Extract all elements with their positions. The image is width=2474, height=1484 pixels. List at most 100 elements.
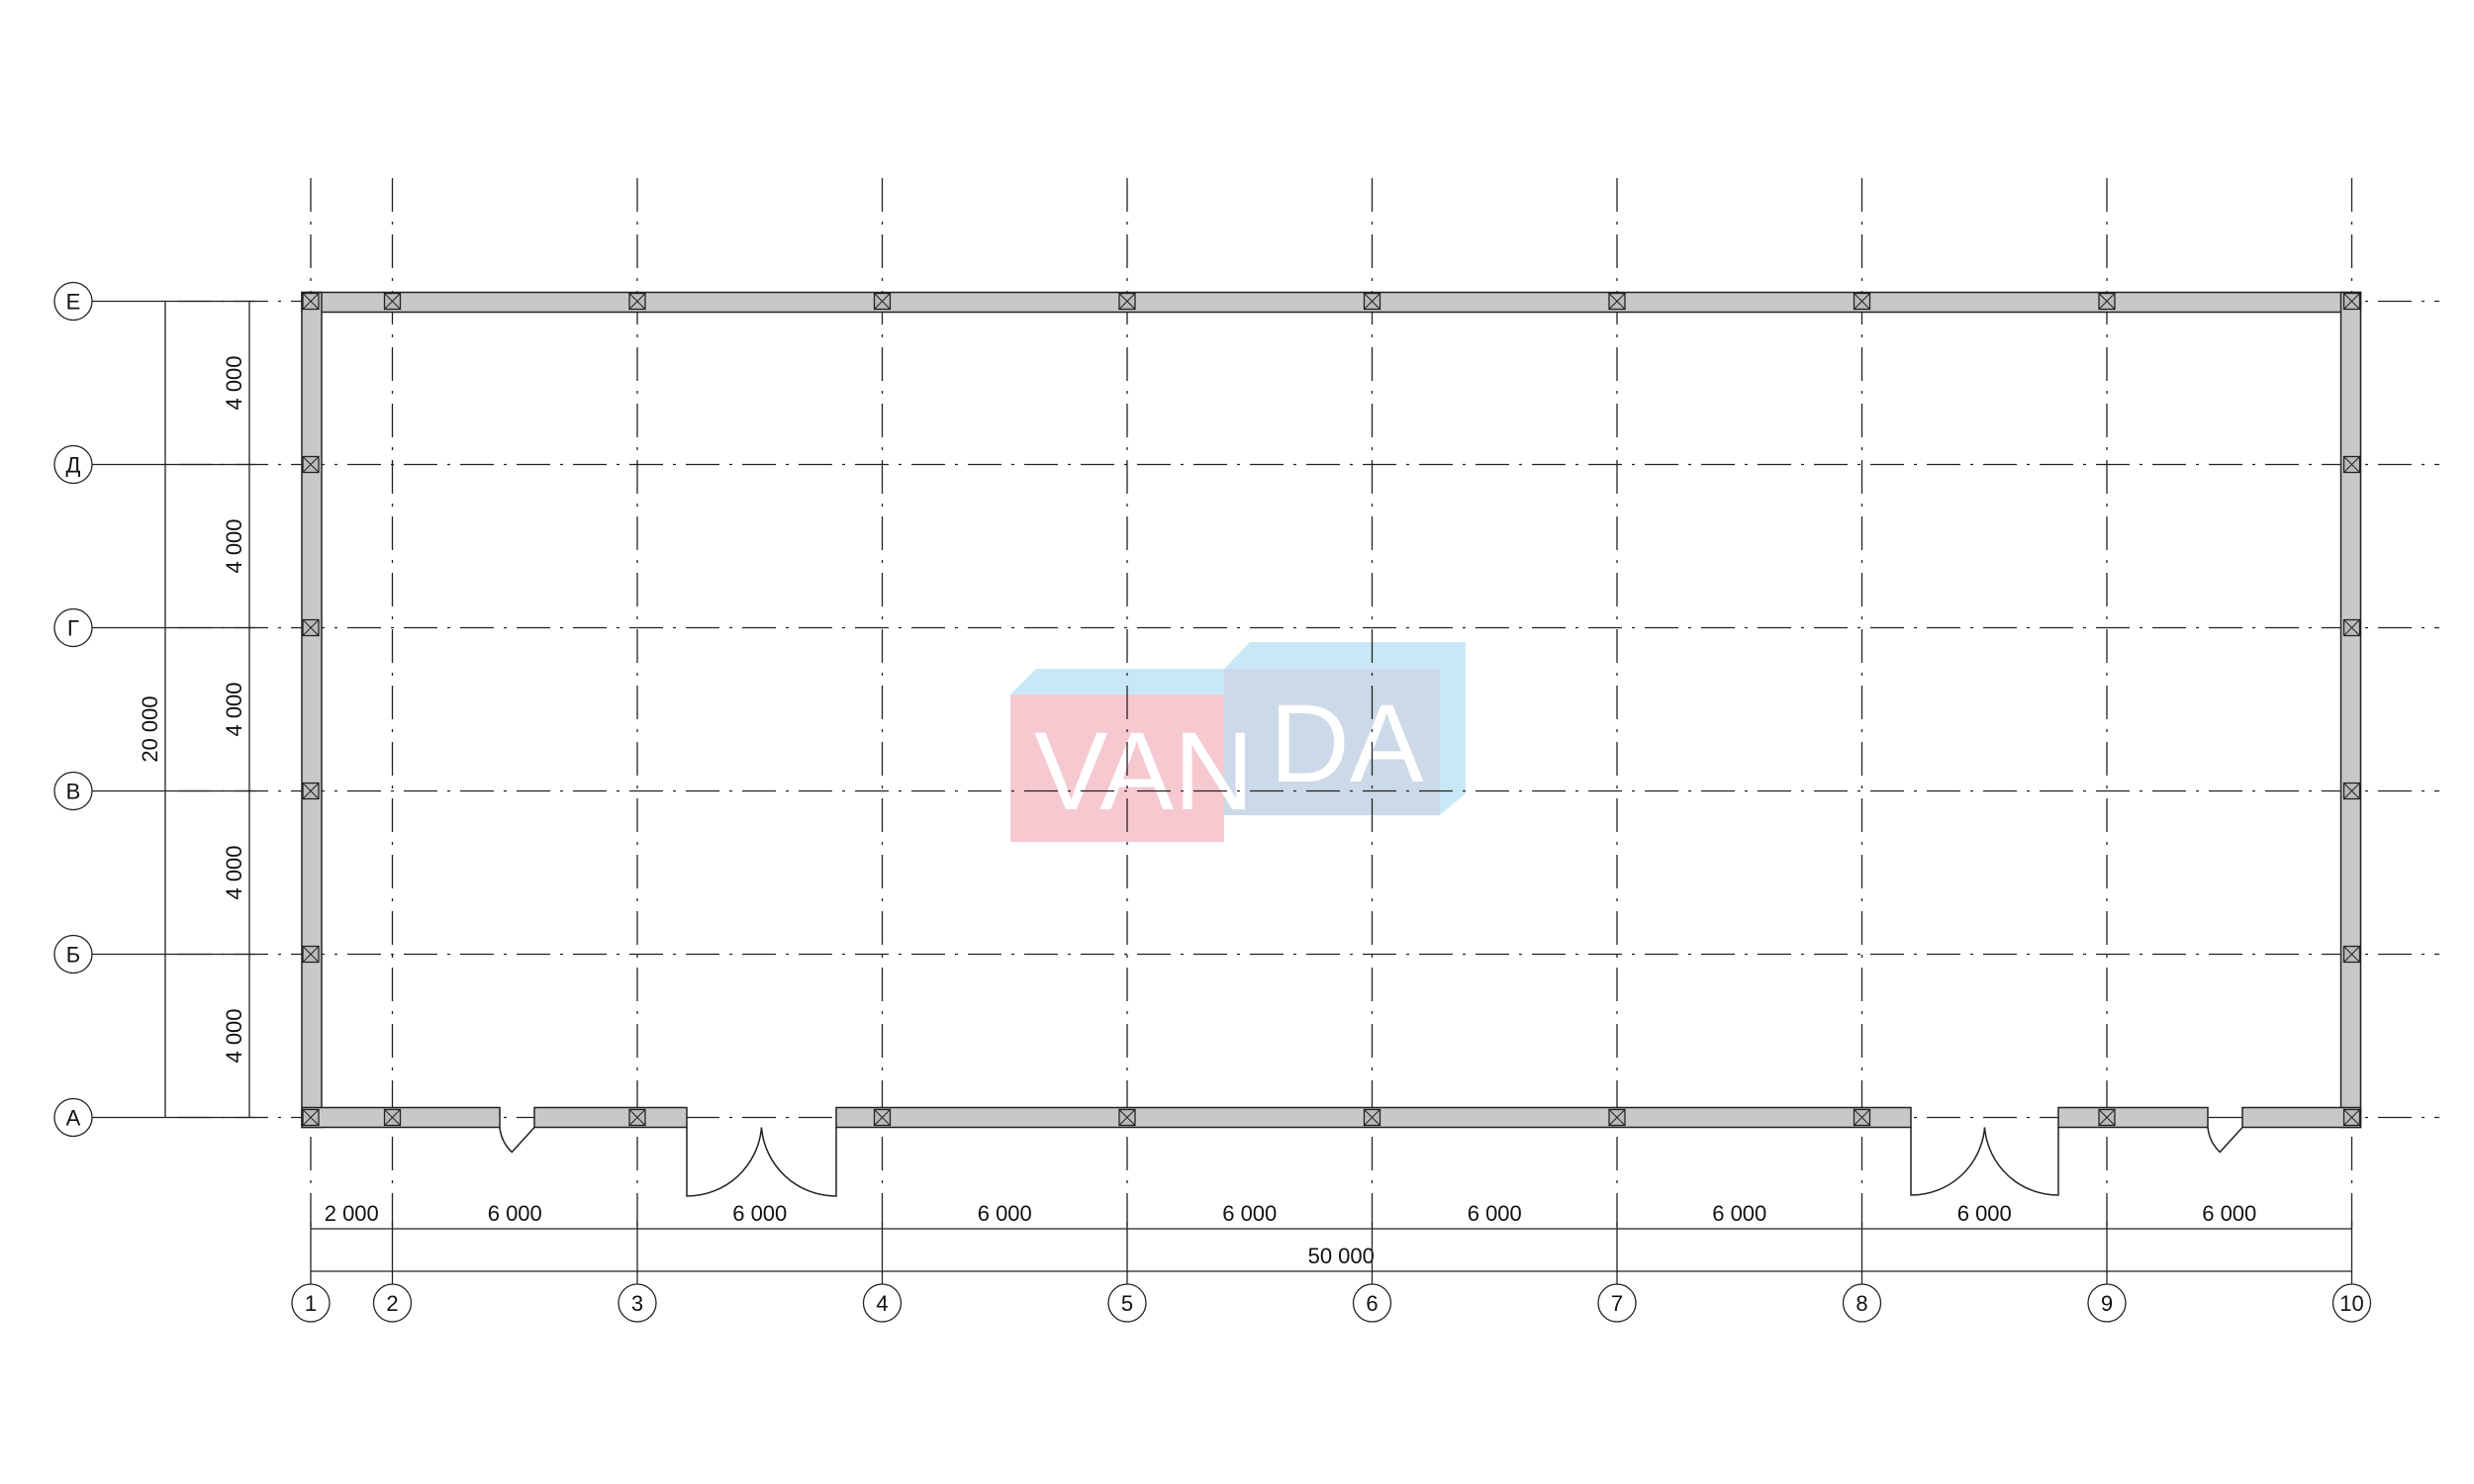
- column-cross: [2343, 783, 2360, 799]
- column-cross: [2098, 293, 2116, 310]
- column-axis-bubble: [2087, 1283, 2127, 1323]
- column-cross: [628, 293, 646, 310]
- column-axis-label: 9: [2101, 1291, 2113, 1316]
- column-spacing-label: 2 000: [325, 1201, 379, 1226]
- column-axis-label: 7: [1611, 1291, 1623, 1316]
- column-spacing-label: 6 000: [1468, 1201, 1522, 1226]
- row-spacing-label: 4 000: [222, 1008, 246, 1063]
- column-cross: [628, 1109, 646, 1126]
- row-axis-bubble: [53, 934, 93, 974]
- column-marker: [2342, 618, 2361, 637]
- logo-text-left: VAN: [1034, 709, 1254, 833]
- row-spacing-label: 4 000: [222, 355, 246, 410]
- column-marker: [302, 618, 320, 637]
- column-axis-bubble: [1352, 1283, 1392, 1323]
- row-axis-label: В: [66, 780, 81, 804]
- column-axis-label: 5: [1121, 1291, 1133, 1316]
- column-marker: [2342, 1108, 2361, 1127]
- column-axis-bubble: [291, 1283, 331, 1323]
- column-cross: [874, 293, 891, 310]
- column-axis-label: 10: [2339, 1291, 2363, 1316]
- column-axis-label: 2: [386, 1291, 398, 1316]
- row-axis-label: Б: [66, 943, 80, 968]
- logo-text-right: DA: [1270, 682, 1424, 805]
- column-spacing-label: 6 000: [978, 1201, 1032, 1226]
- row-axis-label: Г: [67, 616, 79, 641]
- vanda-watermark-logo: VAN DA: [1010, 642, 1466, 842]
- column-marker: [1363, 1108, 1381, 1127]
- column-cross: [1364, 293, 1380, 310]
- column-marker: [2342, 455, 2361, 474]
- column-spacing-label: 6 000: [2202, 1201, 2256, 1226]
- column-marker: [628, 292, 646, 311]
- column-spacing-label: 6 000: [1957, 1201, 2012, 1226]
- column-marker: [2342, 945, 2361, 964]
- column-axis-bubble: [1842, 1283, 1882, 1323]
- column-axis-label: 1: [305, 1291, 317, 1316]
- overall-width-label: 20 000: [138, 696, 162, 762]
- column-spacing-label: 6 000: [488, 1201, 542, 1226]
- row-axis-label: А: [66, 1106, 81, 1131]
- column-axis-label: 3: [631, 1291, 643, 1316]
- column-cross: [1854, 1109, 1870, 1126]
- column-cross: [2343, 1109, 2360, 1126]
- column-cross: [302, 619, 320, 636]
- column-marker: [1118, 292, 1136, 311]
- column-cross: [2343, 946, 2360, 963]
- wall-bottom-segment: [533, 1106, 688, 1129]
- column-cross: [2343, 619, 2360, 636]
- column-cross: [2343, 293, 2360, 310]
- wall-left: [301, 291, 323, 1129]
- door-single-swing: [2207, 1126, 2243, 1154]
- column-marker: [2342, 292, 2361, 311]
- row-axis-bubble: [53, 771, 93, 811]
- column-axis-bubble: [1597, 1283, 1637, 1323]
- row-spacing-label: 4 000: [222, 518, 246, 573]
- row-axis-label: Е: [66, 290, 81, 315]
- column-marker: [2342, 782, 2361, 800]
- column-marker: [2098, 292, 2116, 311]
- column-marker: [628, 1108, 646, 1127]
- column-marker: [2098, 1108, 2116, 1127]
- column-marker: [1853, 292, 1871, 311]
- door-double-leaf-left: [1910, 1127, 1986, 1196]
- column-cross: [1608, 293, 1626, 310]
- door-double-leaf-right: [760, 1127, 837, 1197]
- column-marker: [873, 292, 892, 311]
- door-single-swing: [499, 1126, 535, 1154]
- wall-bottom-segment: [2241, 1106, 2362, 1129]
- column-marker: [302, 292, 320, 311]
- row-axis-bubble: [53, 281, 93, 322]
- column-cross: [302, 1109, 320, 1126]
- row-spacing-label: 4 000: [222, 682, 246, 736]
- column-marker: [302, 455, 320, 474]
- overall-length-label: 50 000: [1308, 1244, 1375, 1268]
- column-cross: [302, 946, 320, 963]
- wall-right: [2339, 291, 2362, 1129]
- row-axis-label: Д: [66, 453, 81, 478]
- column-axis-bubble: [372, 1283, 413, 1323]
- column-axis-bubble: [862, 1283, 903, 1323]
- column-cross: [384, 293, 401, 310]
- column-marker: [1853, 1108, 1871, 1127]
- logo-pink-box: [1010, 695, 1224, 842]
- door-double-leaf-left: [686, 1127, 763, 1197]
- column-marker: [1118, 1108, 1136, 1127]
- column-marker: [1608, 1108, 1626, 1127]
- row-axis-bubble: [53, 444, 93, 485]
- row-spacing-label: 4 000: [222, 845, 246, 899]
- column-cross: [384, 1109, 401, 1126]
- column-marker: [302, 782, 320, 800]
- column-axis-bubble: [1107, 1283, 1147, 1323]
- column-cross: [302, 293, 320, 310]
- column-cross: [1608, 1109, 1626, 1126]
- column-spacing-label: 6 000: [1712, 1201, 1766, 1226]
- column-spacing-label: 6 000: [1222, 1201, 1277, 1226]
- column-cross: [302, 456, 320, 473]
- column-cross: [1364, 1109, 1380, 1126]
- wall-top: [301, 291, 2362, 314]
- column-cross: [2343, 456, 2360, 473]
- column-cross: [1854, 293, 1870, 310]
- column-marker: [383, 292, 402, 311]
